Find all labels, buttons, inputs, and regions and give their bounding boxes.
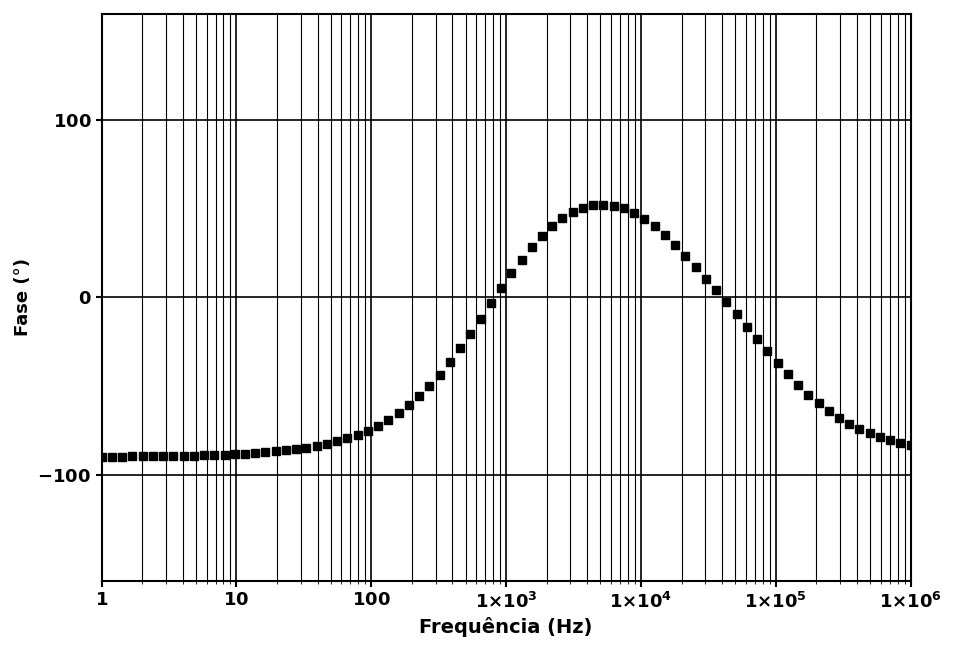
- X-axis label: Frequência (Hz): Frequência (Hz): [420, 617, 593, 637]
- Y-axis label: Fase (°): Fase (°): [14, 258, 32, 337]
